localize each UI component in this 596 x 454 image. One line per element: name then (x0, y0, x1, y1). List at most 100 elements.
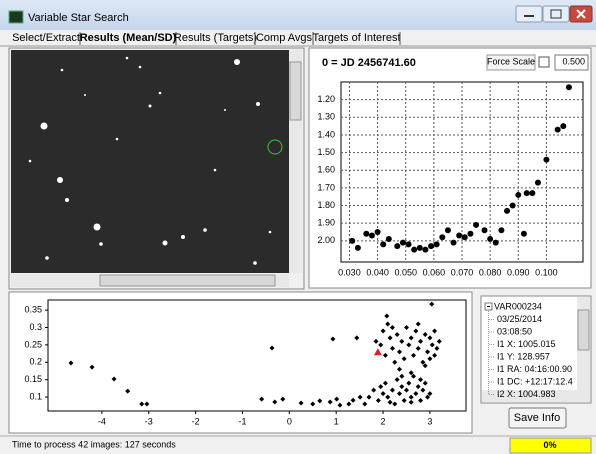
y-tick-label: 1.60 (317, 165, 335, 175)
point (521, 231, 527, 237)
tree-scroll-thumb[interactable] (578, 310, 589, 350)
tree-item[interactable]: I1 RA: 04:16:00.90 (497, 364, 572, 374)
progress-label: 0% (543, 440, 556, 450)
point (524, 190, 530, 196)
y-tick-label: 1.80 (317, 200, 335, 210)
point (422, 247, 428, 253)
y-tick-label: 0.35 (24, 304, 42, 314)
y-tick-label: 1.90 (317, 218, 335, 228)
point (406, 241, 412, 247)
tree-item[interactable]: I1 X: 1005.015 (497, 339, 556, 349)
point (529, 190, 535, 196)
x-tick-label: 0.030 (338, 267, 361, 277)
x-tick-label: 3 (427, 416, 432, 426)
y-tick-label: 0.25 (24, 339, 42, 349)
maximize-button[interactable] (543, 6, 569, 22)
x-tick-label: 0.040 (366, 267, 389, 277)
x-tick-label: -2 (192, 416, 200, 426)
x-tick-label: 0.050 (394, 267, 417, 277)
point (428, 243, 434, 249)
force-scale-checkbox[interactable] (539, 57, 549, 67)
force-scale-label: Force Scale (487, 56, 535, 66)
light-curve-panel (309, 48, 591, 288)
v-scroll-thumb[interactable] (290, 62, 301, 120)
y-tick-label: 0.2 (29, 357, 42, 367)
point (566, 84, 572, 90)
point (386, 236, 392, 242)
y-tick-label: 2.00 (317, 235, 335, 245)
point (349, 238, 355, 244)
x-tick-label: 0.060 (423, 267, 446, 277)
h-scroll-thumb[interactable] (100, 275, 275, 286)
point (543, 157, 549, 163)
tree-item[interactable]: 03:08:50 (497, 326, 532, 336)
x-tick-label: 0.070 (451, 267, 474, 277)
point (394, 243, 400, 249)
y-tick-label: 0.1 (29, 391, 42, 401)
tab-label[interactable]: Select/Extract (12, 32, 80, 44)
point (417, 245, 423, 251)
point (487, 236, 493, 242)
tab-label[interactable]: Comp Avgs (256, 32, 313, 44)
point (473, 222, 479, 228)
tree-item[interactable]: I1 DC: +12:17:12.4 (497, 376, 573, 386)
x-tick-label: 2 (381, 416, 386, 426)
point (555, 127, 561, 133)
tree-item[interactable]: I1 Y: 128.957 (497, 351, 550, 361)
y-tick-label: 0.3 (29, 322, 42, 332)
x-tick-label: 0.100 (535, 267, 558, 277)
point (380, 241, 386, 247)
minimize-button[interactable] (516, 6, 542, 22)
point (560, 123, 566, 129)
point (445, 227, 451, 233)
point (493, 240, 499, 246)
y-tick-label: 1.70 (317, 182, 335, 192)
x-tick-label: 0 (287, 416, 292, 426)
page: Variable Star Search Select/ExtractResul… (0, 0, 596, 454)
window: Variable Star Search Select/ExtractResul… (0, 0, 596, 454)
x-tick-label: 1 (334, 416, 339, 426)
tab-label[interactable]: Results (Targets) (174, 32, 257, 44)
tab-bar: Select/ExtractResults (Mean/SD)Results (… (12, 32, 400, 45)
tree-view (481, 296, 591, 403)
window-title: Variable Star Search (28, 12, 129, 24)
point (482, 227, 488, 233)
app-icon (9, 11, 23, 23)
point (498, 227, 504, 233)
point (467, 231, 473, 237)
x-tick-label: 0.090 (507, 267, 530, 277)
status-message: Time to process 42 images: 127 seconds (12, 439, 176, 449)
y-tick-label: 1.40 (317, 129, 335, 139)
point (400, 240, 406, 246)
point (434, 241, 440, 247)
tab-label[interactable]: Targets of Interest (312, 32, 400, 44)
y-tick-label: 1.20 (317, 94, 335, 104)
light-curve-header: 0 = JD 2456741.60 (322, 57, 416, 69)
point (515, 192, 521, 198)
point (355, 245, 361, 251)
point (411, 247, 417, 253)
x-tick-label: -4 (98, 416, 106, 426)
point (535, 180, 541, 186)
save-button-label: Save Info (514, 412, 560, 424)
point (369, 233, 375, 239)
star-image (11, 50, 289, 273)
point (456, 233, 462, 239)
point (451, 240, 457, 246)
point (462, 234, 468, 240)
tree-item[interactable]: 03/25/2014 (497, 314, 542, 324)
tree-item[interactable]: VAR000234 (494, 301, 542, 311)
y-tick-label: 1.30 (317, 112, 335, 122)
point (439, 234, 445, 240)
point (504, 208, 510, 214)
point (363, 231, 369, 237)
tab-label[interactable]: Results (Mean/SD) (80, 32, 177, 44)
point (510, 203, 516, 209)
y-tick-label: 1.50 (317, 147, 335, 157)
point (375, 229, 381, 235)
x-tick-label: -3 (145, 416, 153, 426)
scatter-panel (9, 292, 472, 433)
x-tick-label: 0.080 (479, 267, 502, 277)
y-tick-label: 0.15 (24, 374, 42, 384)
tree-item[interactable]: I2 X: 1004.983 (497, 389, 556, 399)
